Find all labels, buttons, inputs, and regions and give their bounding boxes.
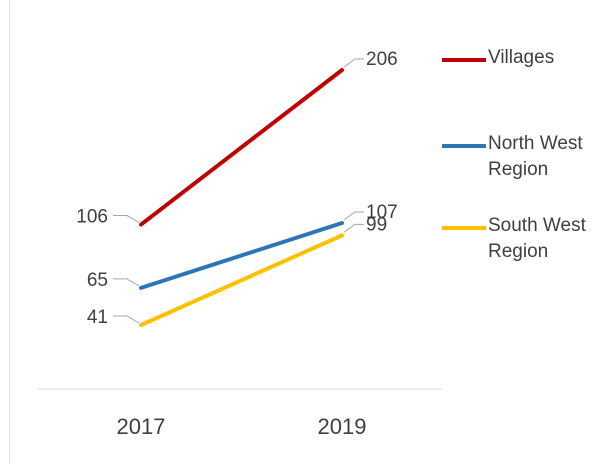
data-label-villages-2019: 206 bbox=[366, 49, 398, 70]
data-label-south-west-region-2017: 41 bbox=[87, 307, 108, 328]
leader-line-villages-2017 bbox=[113, 215, 140, 223]
frame-border bbox=[9, 0, 10, 464]
leader-line-north-west-region-2017 bbox=[113, 278, 140, 287]
legend-swatch-south-west-region bbox=[442, 226, 486, 230]
legend-swatch-villages bbox=[442, 58, 486, 62]
legend-swatch-north-west-region bbox=[442, 144, 486, 148]
data-label-south-west-region-2019: 99 bbox=[366, 214, 387, 235]
leader-line-south-west-region-2019 bbox=[343, 223, 364, 233]
series-line-villages bbox=[139, 68, 344, 227]
legend-label-villages: Villages bbox=[488, 47, 555, 68]
data-label-north-west-region-2017: 65 bbox=[87, 270, 108, 291]
series-line-north-west-region bbox=[139, 221, 344, 290]
series-line-south-west-region bbox=[139, 233, 344, 327]
x-tick-label-2019: 2019 bbox=[318, 414, 367, 439]
legend-label-north-west-region: North West Region bbox=[488, 133, 583, 180]
data-label-north-west-region-2019: 107 bbox=[366, 202, 398, 223]
leader-line-south-west-region-2017 bbox=[113, 315, 140, 324]
x-tick-label-2017: 2017 bbox=[117, 414, 166, 439]
data-label-villages-2017: 106 bbox=[76, 207, 108, 228]
leader-line-villages-2019 bbox=[343, 58, 364, 68]
legend-label-south-west-region: South West Region bbox=[488, 215, 586, 262]
leader-line-north-west-region-2019 bbox=[343, 211, 364, 221]
